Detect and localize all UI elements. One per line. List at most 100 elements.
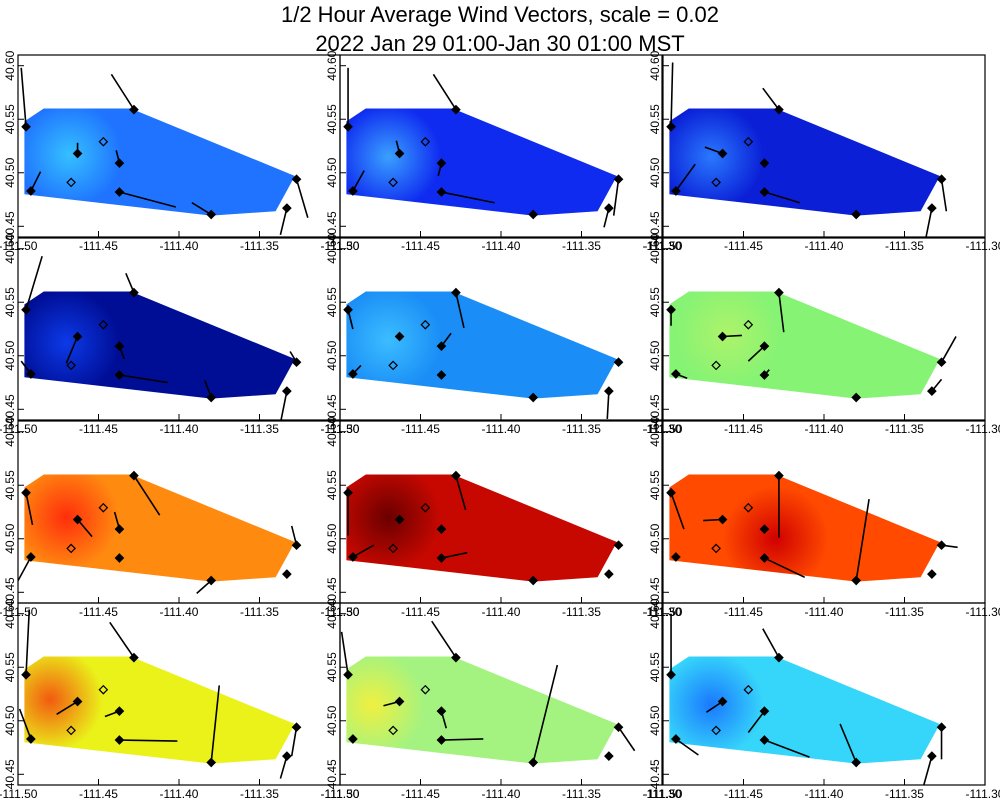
wind-vector: [762, 628, 780, 658]
station-marker: [66, 360, 76, 371]
wind-vector: [855, 499, 870, 581]
wind-vector: [617, 726, 636, 752]
station-marker: [604, 203, 614, 213]
figure-title: 1/2 Hour Average Wind Vectors, scale = 0…: [0, 0, 1000, 58]
y-tick-label: 40.45: [648, 577, 662, 607]
wind-vector: [119, 191, 176, 208]
station-marker: [759, 735, 770, 745]
station-marker: [927, 203, 937, 213]
wind-vector: [119, 374, 168, 384]
x-tick-label: -111.30: [321, 787, 360, 800]
y-tick-label: 40.50: [648, 705, 662, 735]
station-marker: [936, 174, 947, 185]
x-tick-label: -111.50: [644, 787, 683, 800]
station-marker: [528, 575, 539, 586]
station-marker: [743, 502, 754, 513]
station-marker: [604, 751, 614, 761]
panel-plot-area: [666, 613, 947, 785]
panel-plot-area: [343, 470, 624, 586]
wind-vector: [25, 609, 31, 675]
x-tick-label: -111.45: [401, 787, 440, 800]
station-marker: [26, 734, 36, 744]
station-marker: [291, 357, 302, 368]
station-marker: [671, 186, 681, 196]
field-domain: [669, 108, 940, 216]
y-tick-label: 40.50: [648, 340, 662, 370]
x-tick-label: -111.50: [321, 787, 360, 800]
wind-vector: [20, 67, 27, 127]
y-tick-label: 40.50: [648, 523, 662, 553]
wind-vector: [606, 391, 610, 419]
x-tick-label: -111.30: [966, 422, 1000, 436]
y-tick-label: 40.45: [325, 577, 339, 607]
wind-vector: [441, 738, 484, 741]
field-domain: [346, 291, 617, 399]
station-marker: [774, 652, 784, 663]
station-marker: [129, 652, 139, 663]
wind-vector: [279, 207, 288, 236]
station-marker: [98, 502, 109, 513]
station-marker: [774, 287, 784, 298]
y-tick-label: 40.45: [3, 394, 17, 424]
wind-vector: [675, 163, 696, 192]
panel-plot-area: [343, 67, 624, 228]
y-tick-label: 40.60: [648, 598, 662, 628]
x-tick-label: -111.45: [79, 787, 118, 800]
station-marker: [936, 722, 947, 733]
field-domain: [669, 656, 940, 764]
x-tick-label: -111.35: [562, 605, 601, 619]
station-marker: [436, 524, 447, 534]
wind-vector: [133, 475, 161, 516]
station-marker: [451, 652, 461, 663]
x-tick-label: -111.35: [885, 422, 924, 436]
station-marker: [666, 304, 676, 315]
x-tick-label: -111.40: [482, 605, 521, 619]
x-tick-label: -111.35: [885, 787, 924, 800]
wind-vector: [210, 685, 221, 763]
wind-vector: [940, 179, 948, 212]
y-tick-label: 40.55: [325, 470, 339, 500]
panel-11: -111.50 -111.45 -111.40 -111.35 -111.3040.45…: [321, 598, 682, 800]
station-marker: [436, 553, 447, 563]
wind-vector: [925, 207, 933, 237]
x-tick-label: -111.40: [160, 787, 199, 800]
wind-vector: [340, 631, 349, 675]
station-marker: [98, 319, 109, 330]
station-marker: [528, 757, 539, 768]
station-marker: [206, 392, 217, 403]
x-tick-label: -111.45: [79, 422, 118, 436]
field-domain: [24, 474, 295, 582]
wind-vector: [441, 191, 495, 204]
wind-vector: [762, 87, 780, 111]
x-tick-label: -111.50: [0, 239, 38, 253]
station-marker: [420, 136, 431, 147]
station-marker: [436, 706, 447, 716]
station-marker: [759, 553, 770, 563]
station-marker: [927, 751, 937, 761]
station-marker: [711, 177, 721, 188]
x-tick-label: -111.35: [240, 422, 279, 436]
x-tick-label: -111.45: [79, 239, 118, 253]
y-tick-label: 40.55: [648, 470, 662, 500]
x-tick-label: -111.35: [240, 787, 279, 800]
station-marker: [388, 360, 398, 371]
wind-vector: [25, 255, 43, 310]
station-marker: [743, 319, 754, 330]
station-marker: [436, 735, 447, 745]
station-marker: [282, 203, 292, 213]
station-marker: [206, 575, 217, 586]
panel-12: -111.50-111.45-111.40-111.35-111.3040.45…: [644, 598, 1000, 800]
station-marker: [759, 341, 770, 351]
wind-vector: [18, 708, 32, 740]
y-tick-label: 40.60: [325, 598, 339, 628]
station-marker: [66, 543, 76, 554]
station-marker: [436, 341, 447, 351]
wind-vector: [764, 557, 806, 579]
station-marker: [343, 487, 353, 498]
station-marker: [759, 706, 770, 716]
wind-vector: [455, 475, 467, 511]
wind-vector: [290, 727, 298, 757]
y-tick-label: 40.55: [648, 104, 662, 134]
station-marker: [394, 696, 405, 707]
x-tick-label: -111.35: [240, 239, 279, 253]
